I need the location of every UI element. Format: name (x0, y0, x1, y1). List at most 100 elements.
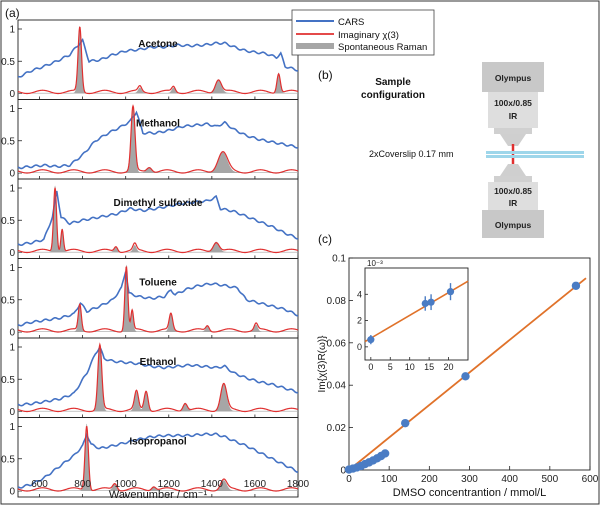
legend-patch-raman (296, 43, 334, 49)
spectrum-xtick-label: 1600 (244, 479, 267, 490)
spectrum-ytick-label: 1 (9, 184, 15, 195)
legend-label-raman: Spontaneous Raman (338, 42, 427, 53)
inset-frame (364, 267, 469, 361)
conc-ytick-label: 0 (340, 466, 346, 477)
spectrum-xtick-label: 600 (31, 479, 48, 490)
conc-ytick-label: 0.08 (327, 296, 347, 307)
conc-data-point (571, 281, 581, 290)
inset-xtick-label: 0 (368, 362, 373, 372)
top-objective-tip (500, 134, 526, 146)
conc-xlabel: DMSO concentrantion / mmol/L (393, 487, 546, 499)
top-objective-brand: Olympus (495, 73, 532, 83)
setup-title-line2: configuration (361, 90, 425, 101)
sample-name: Dimethyl sulfoxide (114, 198, 203, 209)
bottom-objective-ir: IR (509, 198, 518, 208)
imaginary-chi3-line (17, 104, 299, 174)
imaginary-chi3-line (17, 342, 299, 413)
conc-data-point (461, 372, 470, 381)
inset-data-point (446, 288, 455, 296)
inset-xtick-label: 20 (444, 362, 454, 372)
spectrum-ytick-label: 0 (9, 89, 15, 100)
spectrum-ytick-label: 1 (9, 263, 15, 274)
bottom-objective-brand-block (482, 210, 544, 238)
inset-data-point (427, 298, 435, 306)
spectra-stack: 0 0.5 1 Acetone 0 0.5 1 Methanol 0 0.5 1 Dimethyl s… (1, 19, 310, 498)
spectrum-xtick-label: 1800 (287, 479, 310, 490)
inset-ytick-label: 0 (357, 342, 362, 352)
legend-label-imag: Imaginary χ(3) (338, 30, 399, 41)
conc-ytick-label: 0.02 (327, 423, 347, 434)
sample-name: Methanol (136, 119, 180, 130)
conc-xtick-label: 400 (501, 474, 518, 485)
inset-data-point (367, 336, 375, 344)
spectrum-ytick-label: 0 (9, 169, 15, 180)
spectrum-xtick-label: 1000 (115, 479, 138, 490)
inset-chart: 10⁻³ 0 5 10 15 20 0 2 4 (357, 259, 469, 372)
spectrum-ytick-label: 1 (9, 422, 15, 433)
cars-spectrum-line (17, 190, 299, 247)
inset-ytick-label: 2 (357, 316, 362, 326)
inset-ytick-label: 4 (357, 289, 362, 299)
bottom-objective-brand: Olympus (495, 220, 532, 230)
spectrum-ytick-label: 0 (9, 328, 15, 339)
imaginary-chi3-line (17, 187, 299, 254)
spectrum-xtick-label: 1400 (201, 479, 224, 490)
panel-label-b: (b) (318, 68, 333, 82)
top-objective-brand-block (482, 62, 544, 92)
panel-label-c: (c) (318, 232, 332, 246)
conc-data-point (401, 418, 410, 428)
imaginary-chi3-line (17, 26, 299, 95)
coverslip-lower (486, 155, 584, 158)
spectrum-ytick-label: 0 (9, 248, 15, 259)
spectrum-ytick-label: 0.5 (1, 57, 15, 68)
cars-spectrum-line (18, 38, 299, 78)
conc-xtick-label: 0 (346, 474, 352, 485)
spectrum-ytick-label: 0.5 (1, 136, 15, 147)
conc-xtick-label: 500 (541, 474, 558, 485)
spectrum-panel-5: 0 0.5 1 Isopropanol (1, 417, 299, 498)
spectrum-ytick-label: 1 (9, 343, 15, 354)
bottom-objective-tip (500, 164, 526, 176)
coverslip-label: 2xCoverslip 0.17 mm (369, 149, 454, 159)
spectrum-xtick-label: 1200 (158, 479, 181, 490)
spectrum-xtick-label: 800 (74, 479, 91, 490)
spectrum-ytick-label: 0.5 (1, 295, 15, 306)
spectrum-ytick-label: 0 (9, 487, 15, 498)
spectrum-frame (17, 417, 299, 498)
spectrum-ytick-label: 0 (9, 407, 15, 418)
imaginary-chi3-line (17, 266, 299, 333)
conc-ytick-label: 0.1 (332, 254, 346, 265)
cars-spectrum-line (17, 345, 299, 407)
inset-data-point (421, 299, 429, 308)
panel-label-a: (a) (5, 6, 20, 20)
setup-title-line1: Sample (375, 77, 411, 88)
bottom-objective-body (488, 182, 538, 210)
conc-xtick-label: 200 (421, 474, 438, 485)
cars-spectrum-line (17, 432, 299, 489)
inset-exponent: 10⁻³ (367, 259, 383, 268)
cars-spectrum-line (17, 110, 299, 170)
legend-label-cars: CARS (338, 17, 364, 28)
spectra-xlabel: Wavenumber / cm⁻¹ (109, 489, 208, 501)
conc-ytick-label: 0.04 (327, 381, 347, 392)
conc-ytick-label: 0.06 (327, 338, 347, 349)
sample-configuration: Sample configuration Olympus 100x/0.85 I… (361, 62, 584, 238)
spectrum-ytick-label: 1 (9, 104, 15, 115)
sample-name: Isopropanol (129, 437, 186, 448)
top-objective-ring (494, 128, 532, 134)
conc-xtick-label: 600 (582, 474, 599, 485)
sample-name: Toluene (139, 278, 177, 289)
spectrum-ytick-label: 0.5 (1, 216, 15, 227)
spectrum-ytick-label: 0.5 (1, 454, 15, 465)
inset-xtick-label: 5 (388, 362, 393, 372)
top-objective-mag: 100x/0.85 (494, 98, 532, 108)
conc-ylabel: Im{χ(3)R(ω)} (317, 335, 328, 393)
spectrum-ytick-label: 0.5 (1, 375, 15, 386)
coverslip-upper (486, 151, 584, 154)
top-objective-ir: IR (509, 111, 518, 121)
conc-xtick-label: 100 (381, 474, 398, 485)
legend: CARS Imaginary χ(3) Spontaneous Raman (291, 9, 435, 56)
sample-name: Acetone (138, 39, 178, 50)
conc-data-point (380, 449, 390, 458)
